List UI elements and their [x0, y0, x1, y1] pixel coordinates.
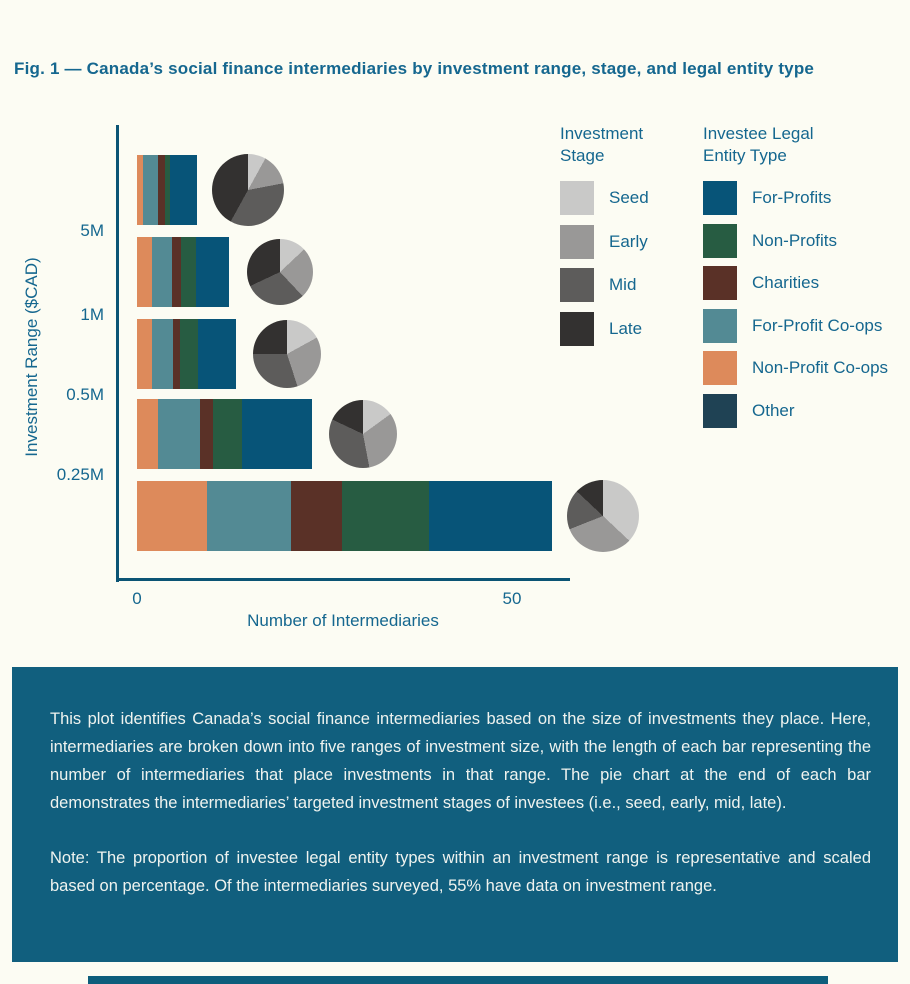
- stacked-bar-row-4: [137, 399, 312, 469]
- legend-stage-swatch-icon: [560, 311, 594, 346]
- legend-entity-swatch-icon: [703, 393, 737, 428]
- bar-segment: [152, 237, 173, 307]
- legend-entity-label: Other: [752, 400, 795, 420]
- y-axis-line: [116, 125, 119, 582]
- stacked-bar-row-2: [137, 237, 229, 307]
- legend-entity-item: For-Profit Co-ops: [703, 308, 883, 343]
- bar-segment: [137, 399, 158, 469]
- legend-entity-item: Other: [703, 393, 795, 428]
- y-tick-label: 1M: [80, 305, 104, 324]
- stage-pie-chart-4: [328, 400, 397, 468]
- bar-segment: [428, 481, 552, 551]
- y-axis-title: Investment Range ($CAD): [22, 257, 41, 457]
- legend-stage-swatch-icon: [560, 268, 594, 302]
- x-tick-label: 50: [502, 589, 522, 608]
- bar-segment: [137, 237, 152, 307]
- y-tick-label: 0.25M: [56, 465, 104, 484]
- legend-stage-item: Early: [560, 224, 648, 259]
- x-axis-title: Number of Intermediaries: [247, 611, 439, 630]
- legend-stage-label: Late: [609, 318, 643, 338]
- legend-entity-item: Non-Profit Co-ops: [703, 351, 888, 385]
- stage-pie-chart-1: [212, 154, 284, 226]
- bar-segment: [137, 155, 143, 225]
- bar-segment: [341, 481, 429, 551]
- bar-segment: [143, 155, 158, 225]
- legend-entity-label: Non-Profit Co-ops: [752, 358, 889, 377]
- legend-entity-label: Non-Profits: [752, 230, 838, 250]
- caption-paragraph-1: This plot identifies Canada’s social fin…: [50, 710, 871, 812]
- legend-stage-title-line2: Stage: [560, 146, 605, 165]
- stage-pie-chart-5: [566, 480, 639, 552]
- bar-segment: [158, 399, 200, 469]
- legend-entity-swatch-icon: [703, 351, 737, 385]
- legend-entity-swatch-icon: [703, 308, 737, 343]
- stage-pie-chart-2: [246, 239, 313, 305]
- stacked-bar-row-5: [137, 481, 552, 551]
- x-axis-line: [116, 578, 570, 581]
- bar-segment: [164, 155, 170, 225]
- bar-segment: [180, 237, 196, 307]
- bar-segment: [212, 399, 242, 469]
- legend-entity-swatch-icon: [703, 223, 737, 258]
- legend-entity-item: Non-Profits: [703, 223, 838, 258]
- y-tick-label: 5M: [80, 221, 104, 240]
- legend-stage-label: Early: [609, 231, 648, 251]
- bar-segment: [172, 237, 181, 307]
- legend-entity-title-line2: Entity Type: [703, 146, 787, 165]
- bar-segment: [137, 319, 152, 389]
- legend-stage-item: Mid: [560, 268, 636, 302]
- legend-stage-label: Seed: [609, 188, 649, 207]
- bar-segment: [290, 481, 342, 551]
- bar-segment: [173, 319, 180, 389]
- legend-entity-item: For-Profits: [703, 181, 831, 215]
- legend-stage-item: Seed: [560, 181, 649, 215]
- bar-segment: [179, 319, 198, 389]
- legend-stage-title: Investment Stage: [560, 123, 643, 167]
- legend-stage-swatch-icon: [560, 181, 594, 215]
- y-tick-label: 0.5M: [66, 385, 104, 404]
- bar-segment: [170, 155, 197, 225]
- legend-stage-swatch-icon: [560, 224, 594, 259]
- legend-entity-title: Investee Legal Entity Type: [703, 123, 814, 167]
- bar-segment: [197, 319, 236, 389]
- legend-stage-label: Mid: [609, 275, 637, 294]
- legend-entity-label: For-Profit Co-ops: [752, 315, 883, 335]
- bar-segment: [195, 237, 229, 307]
- stacked-bar-row-1: [137, 155, 197, 225]
- caption-box: This plot identifies Canada’s social fin…: [12, 667, 898, 962]
- bar-segment: [137, 481, 207, 551]
- caption-text: This plot identifies Canada’s social fin…: [50, 705, 871, 900]
- legend-entity-label: Charities: [752, 273, 820, 292]
- bar-segment: [158, 155, 165, 225]
- legend-entity-swatch-icon: [703, 181, 737, 215]
- footer-accent-bar: [88, 976, 828, 984]
- x-tick-label: 0: [132, 589, 142, 608]
- bar-segment: [152, 319, 173, 389]
- legend-entity-title-line1: Investee Legal: [703, 124, 814, 143]
- bar-segment: [200, 399, 213, 469]
- legend-stage-item: Late: [560, 311, 643, 346]
- stacked-bar-row-3: [137, 319, 236, 389]
- stage-pie-chart-3: [253, 320, 321, 388]
- legend-entity-label: For-Profits: [752, 188, 832, 207]
- legend-stage-title-line1: Investment: [560, 124, 644, 143]
- legend-entity-item: Charities: [703, 266, 819, 300]
- legend-entity-swatch-icon: [703, 266, 737, 300]
- bar-segment: [206, 481, 291, 551]
- caption-paragraph-2: Note: The proportion of investee legal e…: [50, 849, 871, 895]
- bar-segment: [242, 399, 312, 469]
- figure-title: Fig. 1 — Canada’s social finance interme…: [14, 59, 815, 78]
